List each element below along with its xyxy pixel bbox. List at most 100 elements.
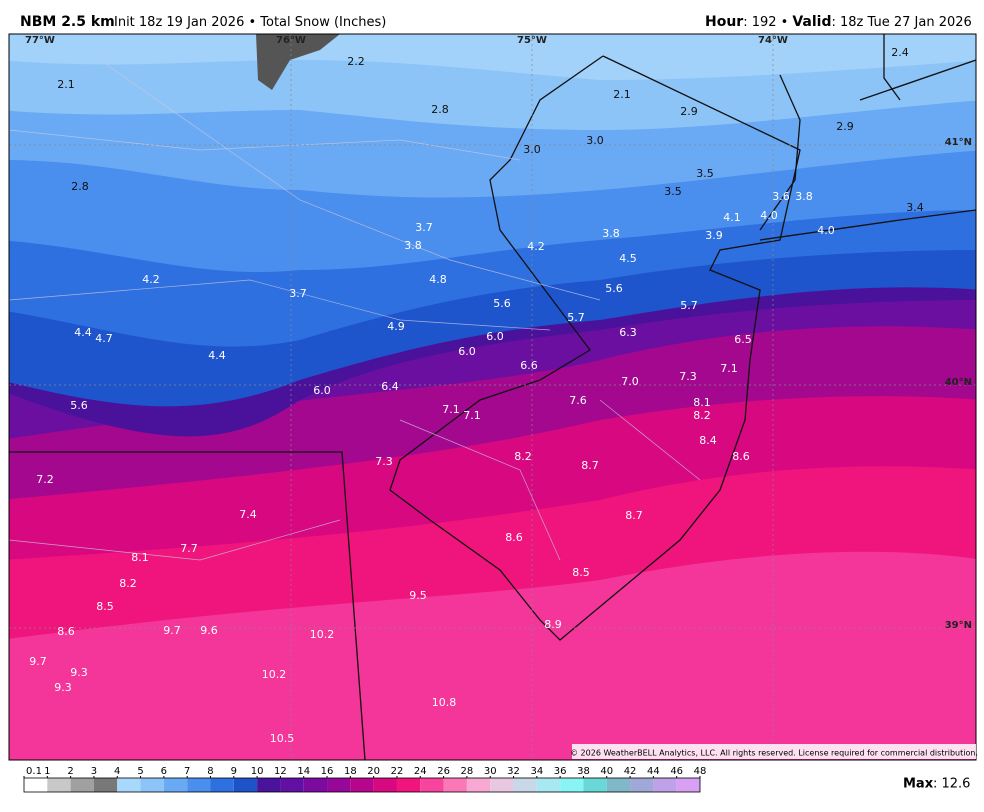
- colorbar-tick-label: 0.1: [26, 766, 42, 777]
- max-value: : 12.6: [933, 777, 970, 792]
- snow-amount-label: 4.4: [208, 349, 226, 362]
- snow-amount-label: 8.4: [699, 434, 717, 447]
- snow-amount-label: 9.7: [163, 624, 181, 637]
- colorbar-tick-label: 36: [554, 766, 567, 777]
- snow-amount-label: 2.9: [680, 105, 698, 118]
- snow-amount-label: 8.5: [572, 566, 590, 579]
- lat-label: 39°N: [945, 620, 972, 631]
- snow-amount-label: 9.6: [200, 624, 218, 637]
- snow-amount-label: 7.0: [621, 375, 639, 388]
- snow-amount-label: 3.0: [586, 134, 604, 147]
- snow-amount-label: 2.2: [347, 55, 365, 68]
- snow-amount-label: 3.9: [705, 229, 723, 242]
- snow-amount-label: 5.6: [70, 399, 88, 412]
- colorbar-tick-label: 40: [600, 766, 613, 777]
- colorbar-tick-label: 2: [67, 766, 73, 777]
- colorbar-tick-label: 5: [137, 766, 143, 777]
- snow-amount-label: 8.1: [693, 396, 711, 409]
- colorbar-tick-label: 8: [207, 766, 213, 777]
- copyright-box: [572, 744, 976, 759]
- colorbar-segment: [210, 778, 234, 792]
- snow-amount-label: 3.6: [772, 190, 790, 203]
- colorbar-segment: [117, 778, 141, 792]
- valid-value: : 18z Tue 27 Jan 2026: [832, 15, 972, 30]
- snow-amount-label: 8.2: [119, 577, 137, 590]
- map-frame: [8, 33, 977, 761]
- snow-amount-label: 9.3: [70, 666, 88, 679]
- colorbar-tick-label: 7: [184, 766, 190, 777]
- snow-amount-label: 8.2: [514, 450, 532, 463]
- copyright: © 2026 WeatherBELL Analytics, LLC. All r…: [570, 749, 978, 758]
- snow-amount-label: 6.0: [458, 345, 476, 358]
- snow-amount-label: 3.5: [664, 185, 682, 198]
- colorbar-segment: [70, 778, 94, 792]
- hour-value: : 192 •: [743, 15, 788, 30]
- snow-amount-label: 8.6: [732, 450, 750, 463]
- colorbar-tick-label: 14: [297, 766, 310, 777]
- snow-amount-label: 6.4: [381, 380, 399, 393]
- colorbar-tick-label: 24: [414, 766, 427, 777]
- colorbar-segment: [47, 778, 71, 792]
- snow-amount-label: 3.0: [523, 143, 541, 156]
- snow-amount-label: 3.8: [404, 239, 422, 252]
- header-info: Init 18z 19 Jan 2026 • Total Snow (Inche…: [114, 15, 386, 30]
- colorbar-frame: [23, 777, 701, 793]
- colorbar-tick-label: 32: [507, 766, 520, 777]
- colorbar-segment: [187, 778, 211, 792]
- snow-amount-label: 3.7: [289, 287, 307, 300]
- colorbar-tick-label: 46: [670, 766, 683, 777]
- colorbar-tick-label: 48: [694, 766, 707, 777]
- max-label: Max: [903, 777, 934, 792]
- colorbar-tick-label: 30: [484, 766, 497, 777]
- snow-amount-label: 10.2: [310, 628, 335, 641]
- snow-amount-label: 4.1: [723, 211, 741, 224]
- snow-amount-label: 8.9: [544, 618, 562, 631]
- snow-amount-label: 10.5: [270, 732, 295, 745]
- snow-amount-label: 2.8: [431, 103, 449, 116]
- snow-amount-label: 9.7: [29, 655, 47, 668]
- snow-amount-label: 4.4: [74, 326, 92, 339]
- colorbar-tick-label: 26: [437, 766, 450, 777]
- snow-amount-label: 8.6: [57, 625, 75, 638]
- snow-amount-label: 7.1: [720, 362, 738, 375]
- snow-amount-label: 6.6: [520, 359, 538, 372]
- snow-amount-label: 8.7: [581, 459, 599, 472]
- colorbar-segment: [24, 778, 48, 792]
- colorbar-segment: [163, 778, 188, 792]
- lon-label: 75°W: [517, 35, 547, 46]
- colorbar-segment: [327, 778, 351, 792]
- snow-amount-label: 7.2: [36, 473, 54, 486]
- snow-amount-label: 9.3: [54, 681, 72, 694]
- snow-amount-label: 5.6: [605, 282, 623, 295]
- snow-amount-label: 3.8: [602, 227, 620, 240]
- valid-label: Valid: [792, 14, 831, 30]
- snow-amount-label: 7.1: [463, 409, 481, 422]
- colorbar-tick-label: 12: [274, 766, 287, 777]
- colorbar-tick-label: 34: [530, 766, 543, 777]
- snow-amount-label: 4.8: [429, 273, 447, 286]
- colorbar-segment: [560, 778, 584, 792]
- snow-amount-label: 2.1: [613, 88, 631, 101]
- colorbar-segment: [676, 778, 700, 792]
- snow-amount-label: 4.9: [387, 320, 405, 333]
- colorbar-segment: [280, 778, 304, 792]
- snow-amount-label: 4.7: [95, 332, 113, 345]
- snow-amount-label: 3.7: [415, 221, 433, 234]
- colorbar-segment: [443, 778, 467, 792]
- colorbar-tick-label: 44: [647, 766, 660, 777]
- colorbar-segment: [396, 778, 421, 792]
- snow-amount-label: 6.5: [734, 333, 752, 346]
- snow-amount-label: 3.4: [906, 201, 924, 214]
- colorbar-segment: [303, 778, 328, 792]
- snow-amount-label: 5.6: [493, 297, 511, 310]
- colorbar-tick-label: 1: [44, 766, 50, 777]
- snow-amount-label: 8.2: [693, 409, 711, 422]
- colorbar-segment: [257, 778, 281, 792]
- lat-label: 41°N: [945, 137, 972, 148]
- snow-amount-label: 3.5: [696, 167, 714, 180]
- colorbar-tick-label: 18: [344, 766, 357, 777]
- colorbar-segment: [513, 778, 537, 792]
- colorbar-tick-label: 6: [161, 766, 167, 777]
- colorbar-tick-label: 28: [461, 766, 474, 777]
